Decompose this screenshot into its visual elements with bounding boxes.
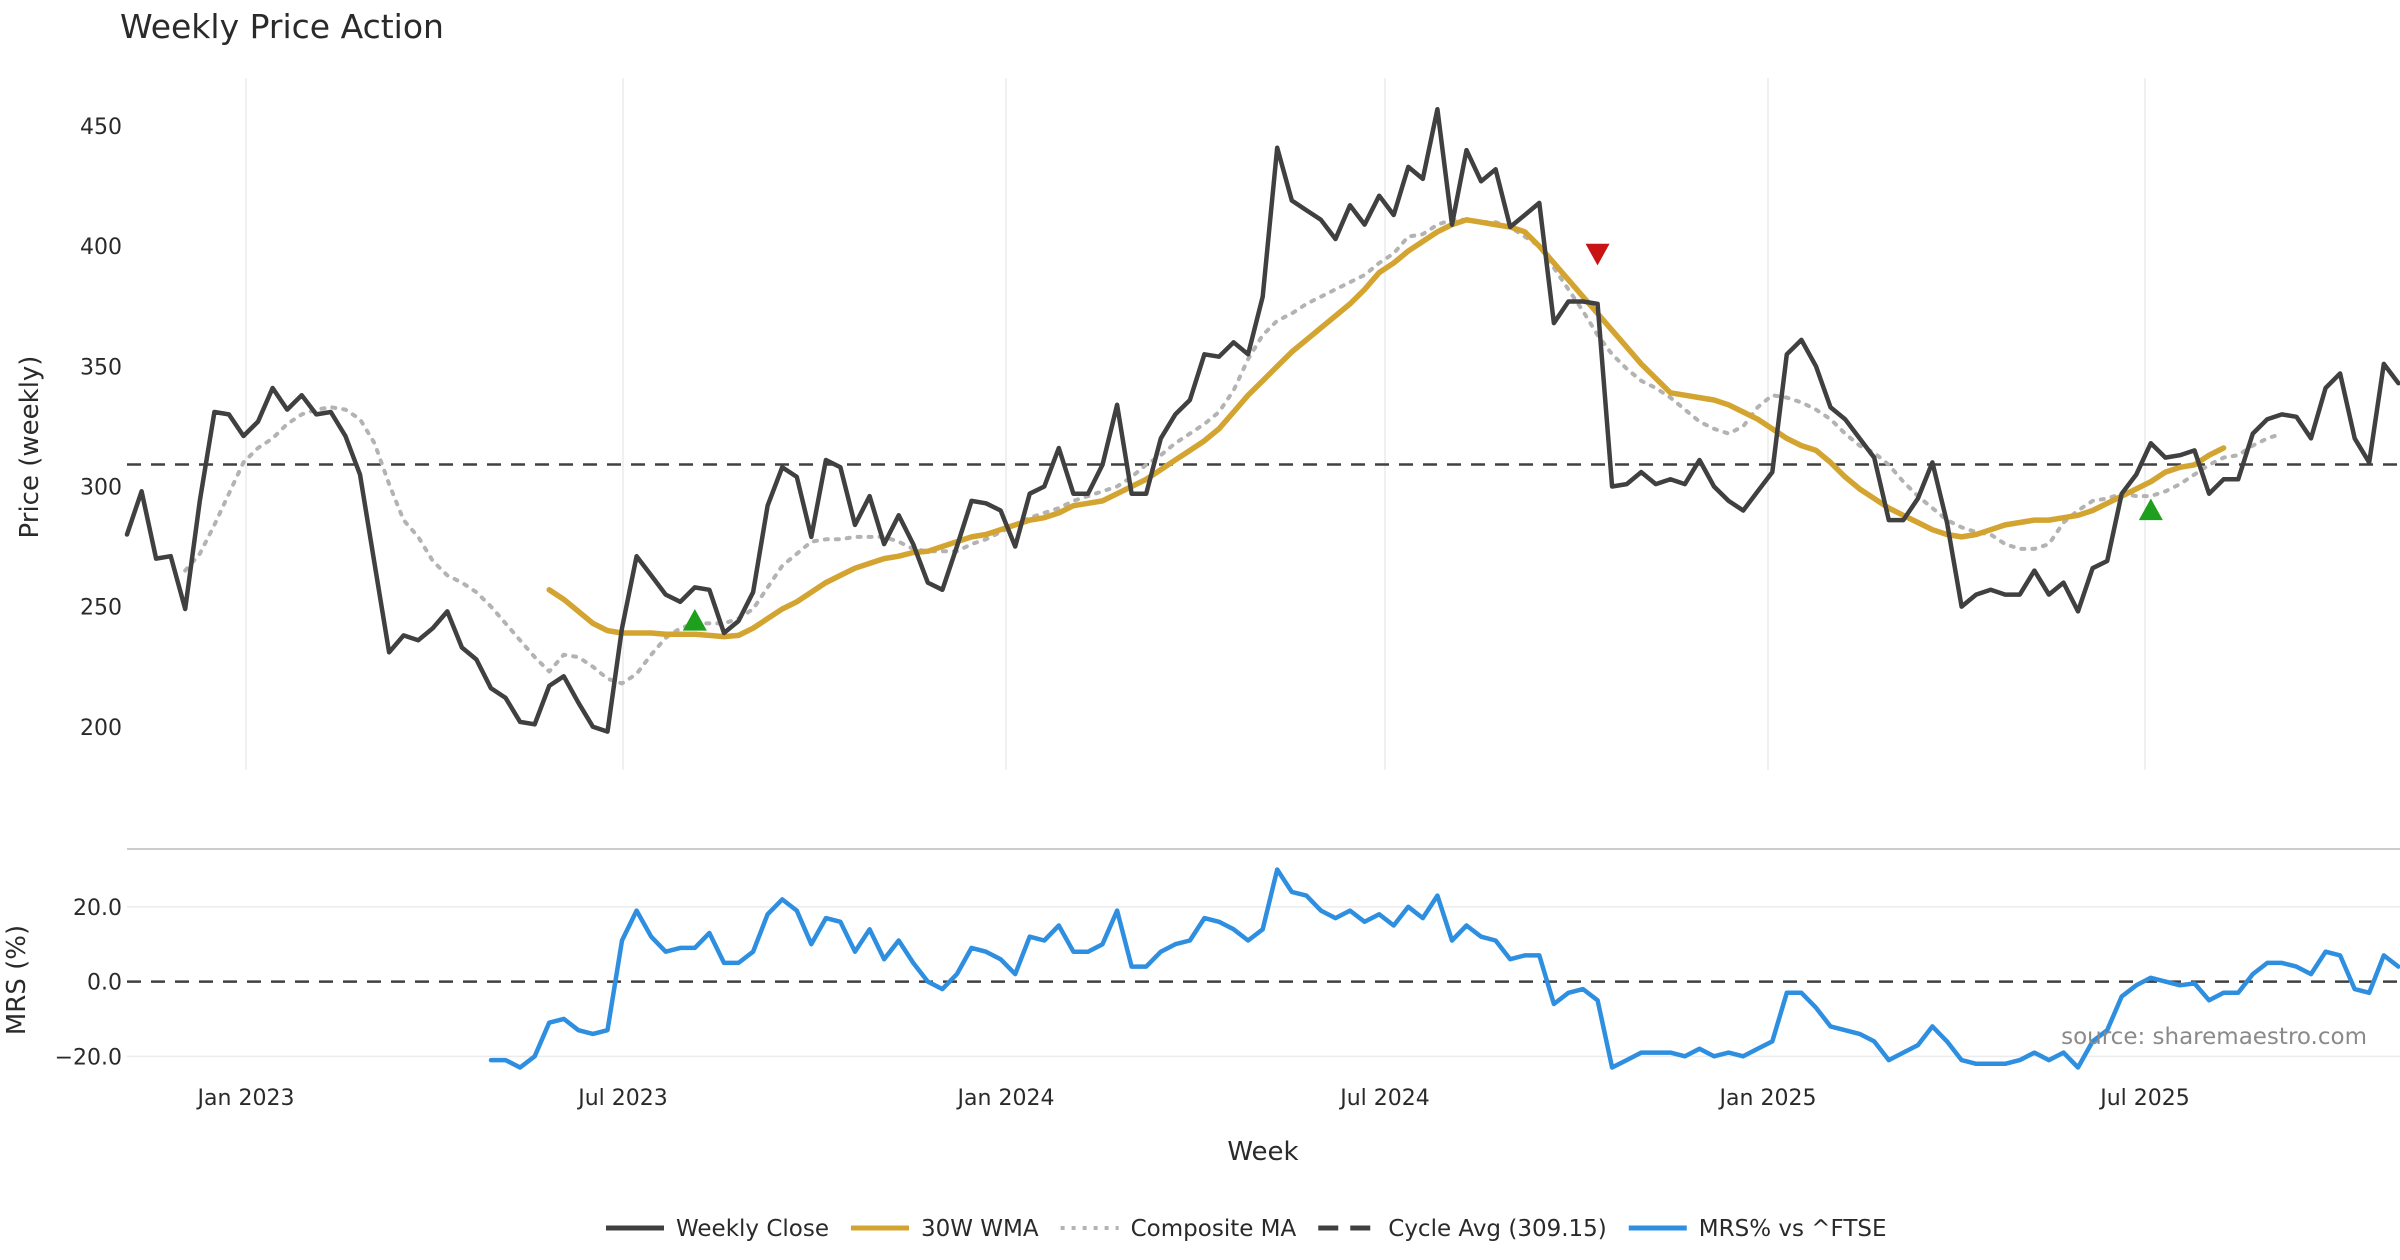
buy-signal-marker-2 — [2138, 498, 2163, 521]
legend-item-weekly-close: Weekly Close — [606, 1216, 829, 1242]
legend-label-mrs-vs-ftse: MRS% vs ^FTSE — [1699, 1216, 1887, 1242]
x-tick-jan-2023: Jan 2023 — [196, 1086, 295, 1111]
legend-item-cycle-avg-309-15: Cycle Avg (309.15) — [1318, 1216, 1607, 1242]
legend: Weekly Close 30W WMA Composite MA Cycle Avg… — [606, 1216, 1887, 1242]
legend-item-mrs-vs-ftse: MRS% vs ^FTSE — [1628, 1216, 1887, 1242]
price-y-tick-400: 400 — [80, 235, 122, 260]
legend-label-30w-wma: 30W WMA — [921, 1216, 1039, 1242]
mrs-y-axis-label: MRS (%) — [2, 925, 32, 1035]
legend-item-30w-wma: 30W WMA — [850, 1216, 1039, 1242]
source-note: source: sharemaestro.com — [2061, 1024, 2367, 1050]
mrs-y-ticks: −20.0 0.0 20.0 — [55, 896, 122, 1070]
series-composite-ma — [183, 217, 2284, 686]
legend-label-cycle-avg-309-15: Cycle Avg (309.15) — [1388, 1216, 1607, 1242]
chart-title: Weekly Price Action — [120, 7, 444, 46]
price-y-axis-label: Price (weekly) — [15, 356, 45, 539]
series-30w-wma — [546, 217, 2227, 640]
sell-signal-marker-1 — [1585, 243, 1610, 266]
x-ticks: Jan 2023 Jul 2023 Jan 2024 Jul 2024 Jan 2025… — [196, 1086, 2190, 1111]
legend-item-composite-ma: Composite MA — [1060, 1216, 1297, 1242]
x-tick-jan-2024: Jan 2024 — [956, 1086, 1055, 1111]
signal-markers — [682, 243, 2163, 631]
series-mrs-vs-ftse — [488, 867, 2400, 1070]
mrs-y-tick-1: 0.0 — [87, 971, 122, 996]
buy-signal-marker-0 — [682, 609, 707, 631]
price-y-tick-350: 350 — [80, 355, 122, 380]
mrs-panel-grid — [127, 906, 2400, 1058]
price-y-tick-450: 450 — [80, 115, 122, 140]
price-y-tick-300: 300 — [80, 475, 122, 500]
x-tick-jan-2025: Jan 2025 — [1718, 1086, 1817, 1111]
x-tick-jul-2024: Jul 2024 — [1338, 1086, 1430, 1111]
series-weekly-close — [124, 106, 2400, 734]
legend-label-composite-ma: Composite MA — [1131, 1216, 1297, 1242]
price-panel-grid — [245, 78, 2146, 770]
price-y-tick-200: 200 — [80, 716, 122, 741]
x-tick-jul-2025: Jul 2025 — [2098, 1086, 2190, 1111]
x-axis-label: Week — [1227, 1137, 1298, 1167]
price-y-tick-250: 250 — [80, 596, 122, 621]
legend-label-weekly-close: Weekly Close — [676, 1216, 829, 1242]
mrs-series-group — [127, 867, 2400, 1070]
price-series-group — [124, 106, 2400, 734]
x-tick-jul-2023: Jul 2023 — [576, 1086, 668, 1111]
mrs-y-tick-0: −20.0 — [55, 1045, 122, 1070]
price-y-ticks: 200 250 300 350 400 450 — [80, 115, 122, 741]
mrs-y-tick-2: 20.0 — [73, 896, 122, 921]
